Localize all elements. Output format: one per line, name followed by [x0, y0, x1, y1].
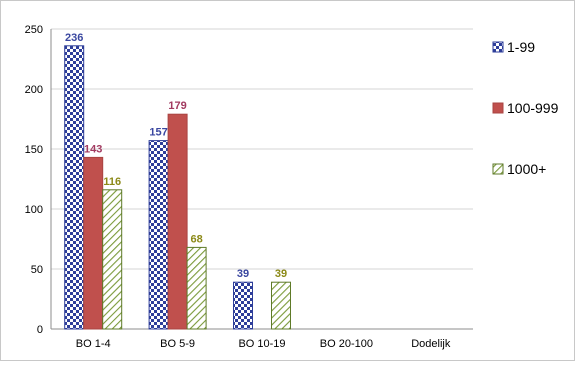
legend: 1-99 100-999 1000+	[492, 39, 559, 177]
legend-label: 1000+	[507, 161, 546, 177]
bar-100-999-BO-1-4	[83, 156, 104, 330]
legend-swatch	[492, 41, 504, 53]
y-axis-ticks: 0 50 100 150 200 250	[25, 24, 43, 336]
y-tick-label: 200	[25, 84, 43, 96]
data-label: 143	[84, 143, 102, 155]
x-axis-categories: BO 1-4 BO 5-9 BO 10-19 BO 20-100 Dodelijk	[76, 338, 451, 350]
legend-swatch	[492, 163, 504, 175]
legend-label: 1-99	[507, 39, 535, 55]
legend-label: 100-999	[507, 100, 559, 116]
data-label: 236	[65, 32, 83, 44]
y-tick-label: 0	[37, 324, 43, 336]
bar-1000+-BO-1-4	[102, 189, 123, 330]
data-label: 68	[190, 233, 202, 245]
data-label: 39	[237, 268, 249, 280]
y-tick-label: 250	[25, 24, 43, 36]
bar-1-99-BO-5-9	[148, 140, 169, 330]
bar-1-99-BO-10-19	[233, 281, 253, 330]
x-category-label: BO 1-4	[76, 338, 111, 350]
bar-1000+-BO-10-19	[271, 281, 291, 330]
bar-100-999-BO-5-9	[167, 113, 188, 330]
data-label: 179	[168, 100, 186, 112]
x-category-label: BO 10-19	[238, 338, 285, 350]
x-category-label: BO 5-9	[160, 338, 195, 350]
data-label: 39	[275, 268, 287, 280]
y-tick-label: 100	[25, 204, 43, 216]
x-category-label: BO 20-100	[320, 338, 373, 350]
data-label: 157	[149, 127, 167, 139]
legend-swatch	[492, 102, 504, 114]
y-tick-label: 50	[31, 264, 43, 276]
x-category-label: Dodelijk	[411, 338, 451, 350]
y-tick-label: 150	[25, 144, 43, 156]
bar-1-99-BO-1-4	[64, 45, 85, 330]
data-labels: 236 143 116 157 179 68 39 39	[65, 32, 287, 280]
data-label: 116	[103, 176, 121, 188]
bar-1000+-BO-5-9	[186, 246, 207, 330]
bars	[64, 45, 291, 330]
